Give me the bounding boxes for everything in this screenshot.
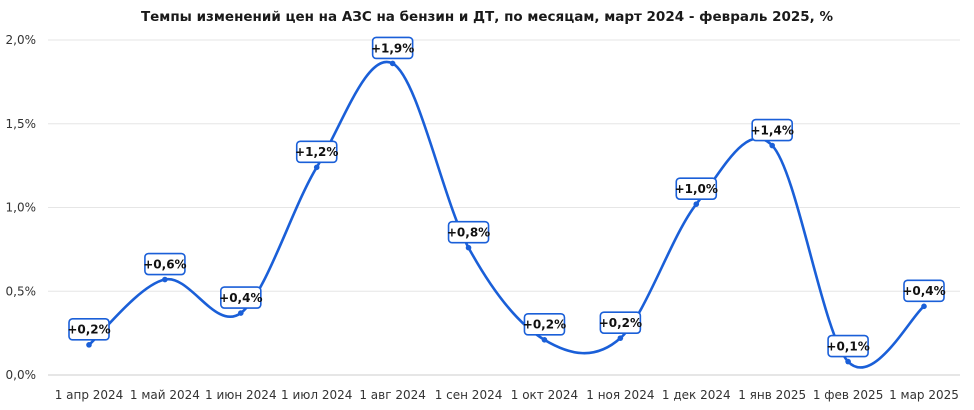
y-tick-label: 2,0% — [6, 33, 37, 47]
data-label: +0,4% — [219, 286, 262, 309]
data-label: +0,2% — [523, 313, 566, 336]
data-point — [465, 244, 472, 251]
x-tick-label: 1 окт 2024 — [511, 388, 578, 402]
data-label: +0,8% — [447, 220, 490, 244]
data-label-box — [68, 318, 110, 341]
data-point — [921, 303, 927, 310]
data-label-text: +1,4% — [751, 123, 794, 137]
data-label-text: +1,2% — [295, 145, 338, 159]
data-label: +0,6% — [143, 252, 187, 276]
x-tick-label: 1 дек 2024 — [662, 388, 731, 402]
data-label: +1,2% — [295, 140, 338, 164]
data-point — [693, 201, 700, 207]
chart-title: Темпы изменений цен на АЗС на бензин и Д… — [140, 9, 834, 25]
data-label-text: +0,6% — [143, 257, 186, 271]
data-label: +0,1% — [826, 334, 870, 358]
data-label-text: +1,9% — [371, 41, 414, 55]
data-label-box — [599, 311, 642, 334]
y-tick-label: 0,5% — [6, 284, 37, 298]
data-label-text: +0,4% — [902, 284, 945, 298]
data-point — [86, 342, 92, 348]
y-axis-ticks: 0,0% 0,5% 1,0% 1,5% 2,0% — [6, 33, 37, 382]
data-point — [617, 335, 624, 341]
y-tick-label: 0,0% — [6, 368, 37, 382]
data-label-box — [751, 118, 793, 142]
x-tick-label: 1 июн 2024 — [205, 388, 277, 402]
y-tick-label: 1,0% — [6, 201, 37, 215]
data-label-text: +0,2% — [67, 323, 110, 337]
data-label: +0,2% — [67, 318, 111, 341]
x-tick-label: 1 сен 2024 — [435, 388, 503, 402]
data-label: +1,9% — [371, 36, 414, 60]
data-label-box — [675, 177, 718, 200]
data-label-box — [523, 313, 566, 336]
x-tick-label: 1 июл 2024 — [281, 388, 352, 402]
x-tick-label: 1 мар 2025 — [889, 388, 959, 402]
data-labels: +0,2% +0,6% +0,4% +1,2% +1,9% +0,8% +0,2% +0,2%… — [67, 36, 946, 358]
series-line — [87, 60, 926, 369]
data-label-box — [447, 220, 490, 244]
data-label-text: +0,1% — [826, 339, 869, 353]
y-tick-label: 1,5% — [6, 117, 37, 131]
series-line-layer — [87, 60, 926, 369]
data-label: +1,0% — [675, 177, 718, 200]
data-label: +0,4% — [902, 279, 946, 303]
x-tick-label: 1 авг 2024 — [359, 388, 426, 402]
data-label-box — [827, 334, 869, 358]
data-label-box — [903, 279, 945, 303]
x-tick-label: 1 фев 2025 — [813, 388, 884, 402]
data-label-text: +0,4% — [219, 291, 262, 305]
data-label-box — [371, 36, 414, 60]
data-point — [769, 142, 775, 149]
data-label: +0,2% — [599, 311, 642, 334]
data-point — [541, 337, 548, 343]
data-label-box — [220, 286, 262, 309]
x-tick-label: 1 ноя 2024 — [586, 388, 654, 402]
data-point — [845, 358, 851, 365]
data-label-text: +0,2% — [523, 318, 566, 332]
data-label: +1,4% — [751, 118, 794, 142]
data-point — [389, 60, 396, 67]
x-tick-label: 1 апр 2024 — [55, 388, 124, 402]
x-axis-ticks: 1 апр 2024 1 май 2024 1 июн 2024 1 июл 2024… — [55, 388, 959, 402]
x-tick-label: 1 янв 2025 — [738, 388, 806, 402]
data-label-box — [295, 140, 338, 164]
grid-lines — [48, 39, 960, 376]
data-point — [238, 310, 244, 316]
data-label-text: +1,0% — [675, 182, 718, 196]
x-tick-label: 1 май 2024 — [130, 388, 200, 402]
data-point — [313, 164, 320, 171]
data-label-text: +0,8% — [447, 226, 490, 240]
data-label-text: +0,2% — [599, 316, 642, 330]
data-label-box — [144, 252, 186, 276]
data-points — [86, 60, 927, 365]
data-point — [162, 276, 168, 283]
